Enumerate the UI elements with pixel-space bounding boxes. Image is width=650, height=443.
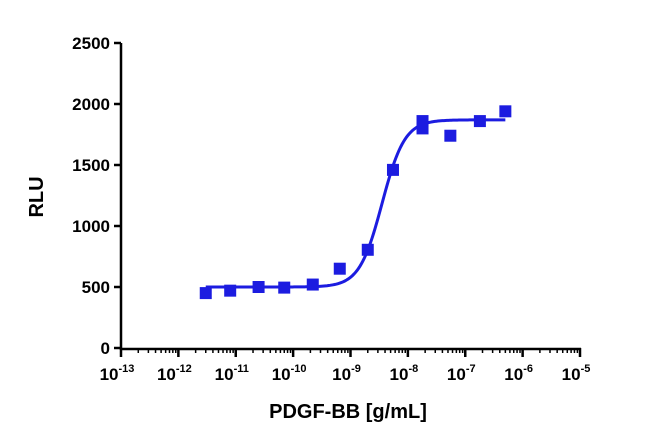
x-tick-label: 10-13 <box>100 363 135 384</box>
data-point <box>252 281 265 293</box>
data-points <box>199 105 512 300</box>
y-tick-label: 0 <box>101 339 110 358</box>
data-point <box>499 105 512 118</box>
data-point <box>278 281 291 294</box>
data-point <box>199 287 212 300</box>
data-point <box>333 262 346 275</box>
data-point <box>386 163 399 176</box>
y-axis-title: RLU <box>26 176 48 217</box>
axes <box>119 43 581 351</box>
y-tick-label: 2000 <box>72 95 110 114</box>
y-tick-label: 1000 <box>72 217 110 236</box>
ticks: 0 500 1000 1500 2000 2500 10-13 10-12 10-11 10-10… <box>72 34 590 384</box>
fit-curve <box>205 118 506 289</box>
data-point <box>306 278 319 291</box>
x-tick-label: 10-6 <box>504 363 533 384</box>
data-point <box>361 243 374 256</box>
x-tick-label: 10-10 <box>272 363 307 384</box>
y-tick-label: 2500 <box>72 34 110 53</box>
x-tick-label: 10-7 <box>447 363 476 384</box>
data-point <box>473 115 486 128</box>
x-tick-label: 10-9 <box>332 363 361 384</box>
x-tick-label: 10-11 <box>215 363 249 384</box>
x-tick-label: 10-5 <box>562 363 591 384</box>
x-tick-label: 10-12 <box>157 363 192 384</box>
data-point <box>444 129 457 142</box>
x-tick-label: 10-8 <box>390 363 419 384</box>
data-point <box>416 122 429 135</box>
data-point <box>224 284 237 297</box>
y-tick-label: 500 <box>82 278 110 297</box>
x-axis-title: PDGF-BB [g/mL] <box>269 401 427 423</box>
y-tick-label: 1500 <box>72 156 110 175</box>
